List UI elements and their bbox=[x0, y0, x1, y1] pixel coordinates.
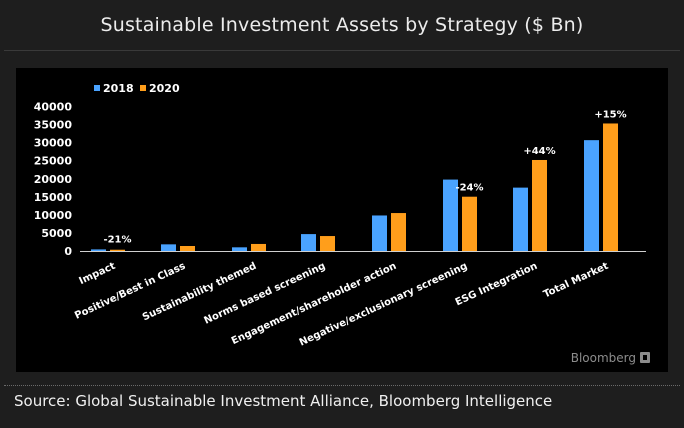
y-tick-label: 15000 bbox=[34, 191, 73, 204]
title-divider bbox=[4, 50, 680, 51]
bar-2020-7 bbox=[603, 123, 618, 251]
bars bbox=[91, 123, 618, 251]
legend-label-2018: 2018 bbox=[103, 82, 134, 95]
bar-2018-1 bbox=[161, 244, 176, 251]
annotation-label: +15% bbox=[594, 109, 626, 120]
x-tick-label: Positive/Best in Class bbox=[73, 261, 187, 322]
x-tick-label: Sustainability themed bbox=[141, 261, 258, 324]
annotations: -21% -24% +44% +15% bbox=[103, 109, 626, 245]
annotation-label: -24% bbox=[455, 183, 483, 194]
bar-2020-2 bbox=[251, 243, 266, 251]
footer-divider bbox=[4, 385, 680, 386]
x-tick-label: Impact bbox=[77, 261, 117, 287]
x-tick-label: Total Market bbox=[542, 261, 611, 301]
bar-2020-1 bbox=[180, 246, 195, 251]
legend-swatch-2018 bbox=[94, 85, 100, 91]
plot-panel: 2018 2020 0 5000 10000 15000 20000 25000 30000 3… bbox=[16, 68, 668, 372]
bar-2020-5 bbox=[462, 196, 477, 251]
bar-2018-4 bbox=[372, 215, 387, 251]
annotation-label: -21% bbox=[103, 235, 131, 246]
bar-2020-6 bbox=[532, 159, 547, 251]
bar-2020-3 bbox=[320, 236, 335, 251]
y-tick-label: 0 bbox=[64, 245, 72, 258]
legend: 2018 2020 bbox=[94, 82, 180, 95]
bar-2018-0 bbox=[91, 249, 106, 251]
chart-title: Sustainable Investment Assets by Strateg… bbox=[100, 14, 584, 36]
y-tick-label: 20000 bbox=[34, 173, 73, 186]
y-tick-label: 35000 bbox=[34, 119, 73, 132]
bar-2020-4 bbox=[391, 213, 406, 251]
bloomberg-watermark: Bloomberg bbox=[571, 351, 650, 365]
y-tick-label: 10000 bbox=[34, 209, 73, 222]
legend-swatch-2020 bbox=[140, 85, 146, 91]
x-tick-label: Norms based screening bbox=[203, 261, 328, 327]
bar-2020-0 bbox=[110, 249, 125, 251]
y-axis: 0 5000 10000 15000 20000 25000 30000 35000 40000 bbox=[34, 101, 73, 259]
bar-2018-7 bbox=[584, 140, 599, 251]
source-note: Source: Global Sustainable Investment Al… bbox=[14, 392, 553, 410]
bloomberg-logo-mark bbox=[643, 355, 647, 360]
annotation-label: +44% bbox=[523, 146, 555, 157]
bar-2018-5 bbox=[443, 179, 458, 251]
watermark-text: Bloomberg bbox=[571, 351, 636, 365]
y-tick-label: 25000 bbox=[34, 155, 73, 168]
legend-label-2020: 2020 bbox=[149, 82, 180, 95]
bar-2018-3 bbox=[301, 234, 316, 251]
y-tick-label: 5000 bbox=[41, 227, 72, 240]
bar-chart: 2018 2020 0 5000 10000 15000 20000 25000 30000 3… bbox=[34, 82, 650, 365]
y-tick-label: 40000 bbox=[34, 101, 73, 114]
y-tick-label: 30000 bbox=[34, 137, 73, 150]
bar-2018-6 bbox=[513, 187, 528, 251]
bar-2018-2 bbox=[232, 247, 247, 251]
